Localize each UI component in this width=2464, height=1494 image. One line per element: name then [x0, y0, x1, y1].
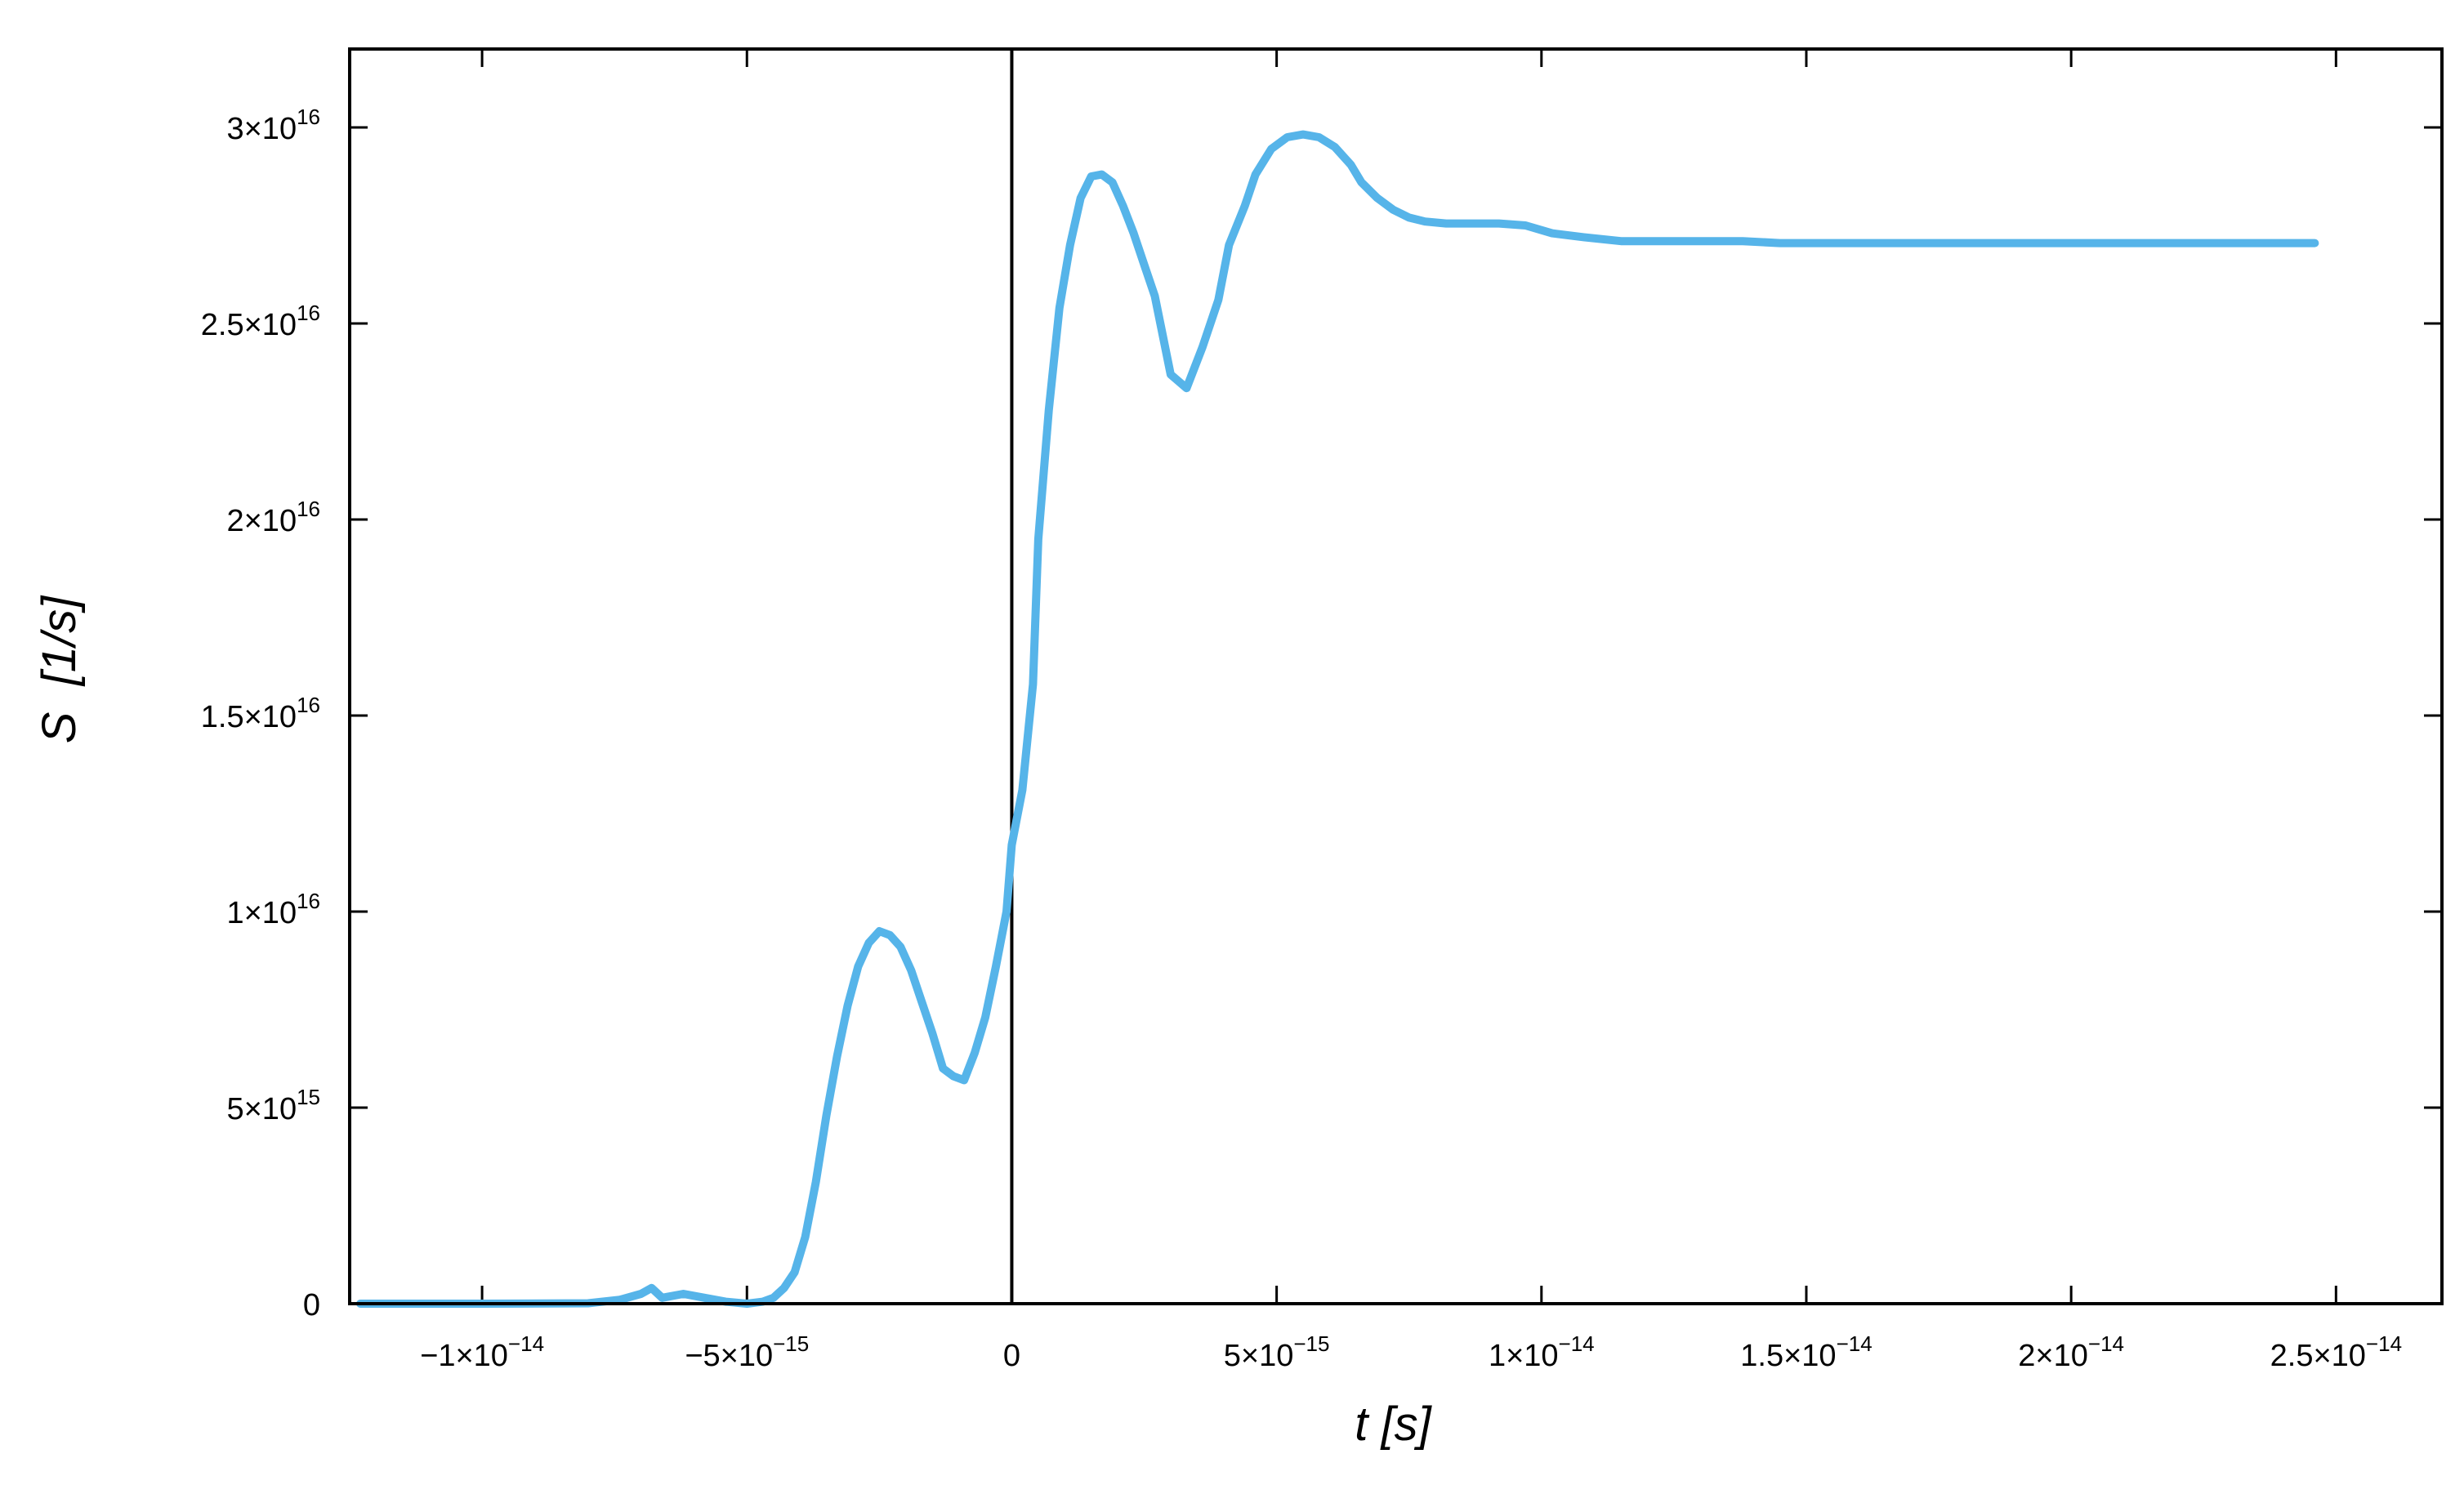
x-tick-label: 5×10−15 [1224, 1331, 1330, 1373]
x-tick-label: 1×10−14 [1489, 1331, 1595, 1373]
y-tick-label: 0 [303, 1288, 320, 1322]
y-tick-label: 3×1016 [226, 105, 320, 146]
x-tick-label: 1.5×10−14 [1740, 1331, 1872, 1373]
x-axis-ticks: −1×10−14 −5×10−15 0 5×10−15 1×10−14 1.5×10−14… [420, 49, 2402, 1373]
x-tick-label: 2.5×10−14 [2270, 1331, 2402, 1373]
y-tick-label: 1×1016 [226, 889, 320, 930]
x-tick-label: −5×10−15 [685, 1331, 809, 1373]
y-tick-label: 5×1015 [226, 1085, 320, 1126]
y-tick-label: 1.5×1016 [201, 693, 320, 734]
x-axis-title: t [s] [1355, 1398, 1432, 1451]
y-axis-title: S [1/s] [33, 595, 86, 743]
plot-frame [348, 47, 2444, 1305]
series-line [356, 130, 2319, 1308]
y-axis-ticks: 0 5×1015 1×1016 1.5×1016 2×1016 2.5×1016 3×101… [201, 105, 2442, 1322]
y-tick-label: 2×1016 [226, 497, 320, 538]
x-tick-label: −1×10−14 [420, 1331, 544, 1373]
x-tick-label: 0 [1003, 1339, 1020, 1373]
y-tick-label: 2.5×1016 [201, 301, 320, 342]
x-tick-label: 2×10−14 [2018, 1331, 2124, 1373]
